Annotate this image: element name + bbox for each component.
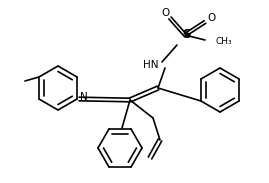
- Text: S: S: [182, 27, 190, 40]
- Text: O: O: [207, 13, 215, 23]
- Text: O: O: [161, 8, 169, 18]
- Text: HN: HN: [143, 60, 159, 70]
- Text: CH₃: CH₃: [215, 38, 232, 46]
- Text: N: N: [80, 92, 88, 102]
